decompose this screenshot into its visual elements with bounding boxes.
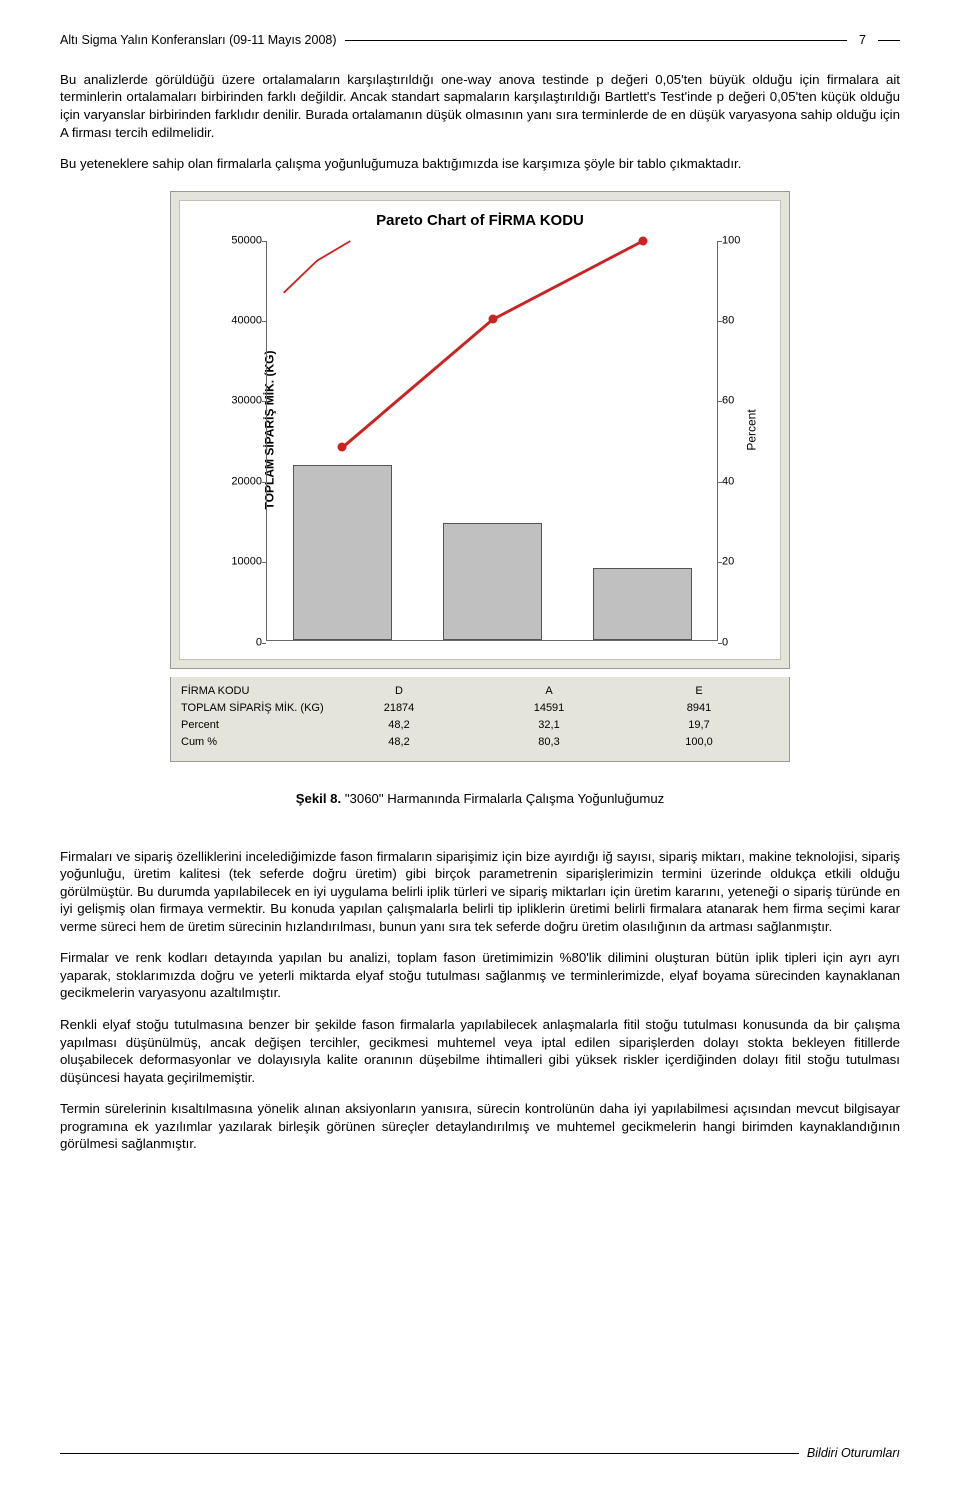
y2tick-4: 80 [722,314,748,329]
paragraph-6: Termin sürelerinin kısaltılmasına yöneli… [60,1100,900,1153]
footer-title: Bildiri Oturumları [807,1445,900,1462]
pct-a: 32,1 [474,717,624,734]
val-e: 8941 [624,700,774,717]
y2tick-mark [718,401,722,402]
row-label-value: TOPLAM SİPARİŞ MİK. (KG) [179,700,324,717]
paragraph-1: Bu analizlerde görüldüğü üzere ortalamal… [60,71,900,141]
y2tick-mark [718,321,722,322]
cum-e: 100,0 [624,734,774,751]
header-rule-2 [878,40,900,41]
y2tick-mark [718,482,722,483]
ytick-4: 40000 [228,314,262,329]
ytick-1: 10000 [228,555,262,570]
y2tick-0: 0 [722,635,748,650]
page-footer: Bildiri Oturumları [60,1445,900,1462]
row-label-category: FİRMA KODU [179,683,324,700]
y2tick-3: 60 [722,394,748,409]
cat-d: D [324,683,474,700]
cum-point-a [488,315,497,324]
plot-zone [266,241,718,641]
row-label-cum: Cum % [179,734,324,751]
page-header: Altı Sigma Yalın Konferansları (09-11 Ma… [60,32,900,49]
pareto-chart-frame: Pareto Chart of FİRMA KODU TOPLAM SİPARİ… [170,191,790,669]
paragraph-2: Bu yeteneklere sahip olan firmalarla çal… [60,155,900,173]
row-label-percent: Percent [179,717,324,734]
cat-a: A [474,683,624,700]
paragraph-3: Firmaları ve sipariş özelliklerini incel… [60,848,900,936]
chart-title: Pareto Chart of FİRMA KODU [180,201,780,237]
ytick-mark [262,643,266,644]
cum-point-d [338,443,347,452]
figure-caption: Şekil 8. "3060" Harmanında Firmalarla Ça… [60,790,900,808]
chart-summary-table: FİRMA KODU D A E TOPLAM SİPARİŞ MİK. (KG… [170,677,790,762]
y2-axis-label: Percent [743,409,759,450]
ytick-5: 50000 [228,233,262,248]
caption-rest: "3060" Harmanında Firmalarla Çalışma Yoğ… [345,791,664,806]
cat-e: E [624,683,774,700]
table-row: Cum % 48,2 80,3 100,0 [179,734,781,751]
y2tick-1: 20 [722,555,748,570]
cum-d: 48,2 [324,734,474,751]
ytick-0: 0 [228,635,262,650]
ytick-2: 20000 [228,474,262,489]
pct-e: 19,7 [624,717,774,734]
y2tick-mark [718,241,722,242]
pct-d: 48,2 [324,717,474,734]
cumulative-polyline-2 [342,241,643,448]
header-rule-1 [345,40,848,41]
table-row: Percent 48,2 32,1 19,7 [179,717,781,734]
page-number: 7 [855,32,870,49]
paragraph-5: Renkli elyaf stoğu tutulmasına benzer bi… [60,1016,900,1086]
footer-rule [60,1453,799,1454]
table-row: FİRMA KODU D A E [179,683,781,700]
y2tick-mark [718,643,722,644]
pareto-chart-area: Pareto Chart of FİRMA KODU TOPLAM SİPARİ… [179,200,781,660]
cumulative-line [267,241,718,640]
paragraph-4: Firmalar ve renk kodları detayında yapıl… [60,949,900,1002]
y2tick-mark [718,562,722,563]
cum-a: 80,3 [474,734,624,751]
val-a: 14591 [474,700,624,717]
ytick-3: 30000 [228,394,262,409]
caption-prefix: Şekil 8. [296,791,341,806]
table-row: TOPLAM SİPARİŞ MİK. (KG) 21874 14591 894… [179,700,781,717]
y2tick-2: 40 [722,474,748,489]
y2tick-5: 100 [722,233,748,248]
val-d: 21874 [324,700,474,717]
header-title: Altı Sigma Yalın Konferansları (09-11 Ma… [60,32,337,49]
cum-point-e [638,236,647,245]
